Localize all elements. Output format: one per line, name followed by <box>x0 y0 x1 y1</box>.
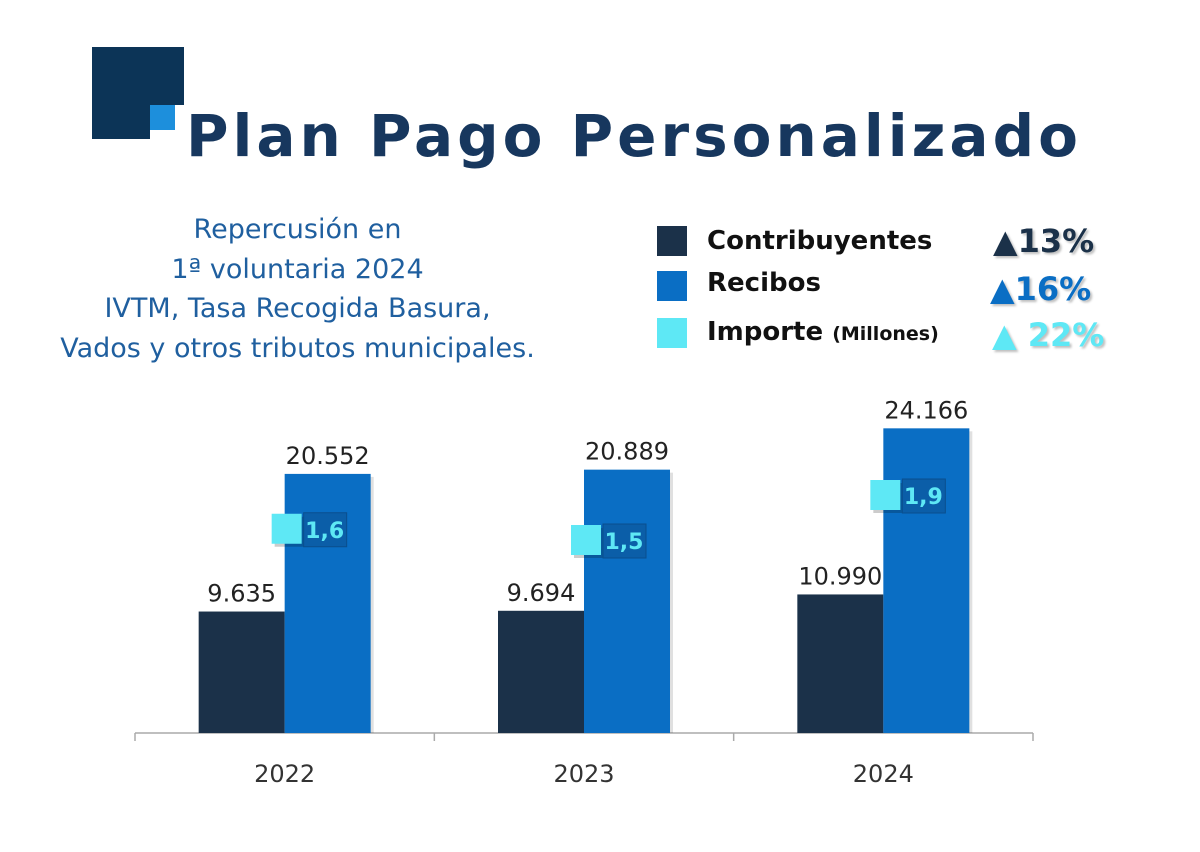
x-tick-label: 2024 <box>853 760 914 788</box>
marker-importe <box>271 513 302 544</box>
legend-change-recibos: ▲16% <box>990 270 1092 308</box>
bar-contribuyentes <box>498 610 584 733</box>
legend-swatch-importe <box>657 318 687 348</box>
logo-light-square <box>150 105 175 130</box>
subtitle-line: IVTM, Tasa Recogida Basura, <box>104 293 491 324</box>
data-label: 20.552 <box>286 442 370 470</box>
legend-change-contribuyentes: ▲13% <box>993 222 1095 260</box>
data-label: 20.889 <box>585 438 669 466</box>
logo-dark-block <box>92 47 184 105</box>
subtitle: Repercusión en 1ª voluntaria 2024 IVTM, … <box>0 210 595 368</box>
data-label: 24.166 <box>884 396 968 424</box>
marker-label: 1,5 <box>605 530 644 555</box>
legend-swatch-recibos <box>657 271 687 301</box>
logo-dark-block-lower <box>92 105 150 139</box>
marker-label-box <box>602 523 647 559</box>
legend-label-importe-text: Importe <box>707 317 824 347</box>
bar-contribuyentes <box>198 611 285 733</box>
legend-label-recibos: Recibos <box>707 268 821 298</box>
x-tick-label: 2023 <box>553 760 614 788</box>
legend-label-importe-unit: (Millones) <box>832 323 939 345</box>
data-label: 10.990 <box>798 562 882 590</box>
marker-importe <box>571 525 601 555</box>
legend-change-importe: ▲ 22% <box>992 316 1105 354</box>
page-title: Plan Pago Personalizado <box>186 102 1082 170</box>
x-tick-label: 2022 <box>254 760 315 788</box>
subtitle-line: 1ª voluntaria 2024 <box>171 253 424 285</box>
marker-importe <box>870 480 901 510</box>
legend-label-contribuyentes: Contribuyentes <box>707 226 933 256</box>
marker-label-box <box>901 478 946 514</box>
marker-label: 1,9 <box>904 485 943 510</box>
data-label: 9.635 <box>207 580 276 608</box>
bar-contribuyentes <box>797 594 884 733</box>
bar-recibos <box>584 469 670 733</box>
data-label: 9.694 <box>507 579 576 607</box>
bar-recibos <box>883 428 970 733</box>
legend-label-importe: Importe (Millones) <box>707 317 939 347</box>
subtitle-line: Repercusión en <box>193 214 402 245</box>
marker-label-box <box>303 512 348 548</box>
logo <box>92 47 184 139</box>
legend-swatch-contribuyentes <box>657 226 687 256</box>
marker-label: 1,6 <box>305 519 344 544</box>
subtitle-line: Vados y otros tributos municipales. <box>60 332 535 364</box>
